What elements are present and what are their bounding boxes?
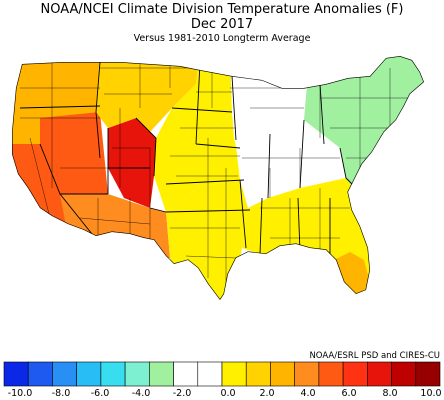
legend-swatch [391,361,417,387]
legend-swatch [173,361,199,387]
source-credit: NOAA/ESRL PSD and CIRES-CU [309,351,440,361]
legend-tick-label: 2.0 [259,388,275,399]
legend-tick-label: 10.0 [420,388,442,399]
legend-swatch [52,361,77,387]
map-title: NOAA/NCEI Climate Division Temperature A… [40,2,404,17]
region-central-plains [154,108,240,212]
legend-swatch [149,361,174,387]
region-southeast [242,178,424,300]
region-great-basin [40,112,108,208]
legend-swatch [124,361,150,387]
legend-swatch [100,361,126,387]
legend-tick-label: -2.0 [172,388,192,399]
legend-swatch [221,361,247,387]
us-anomaly-map [12,56,424,300]
legend-swatch [270,361,295,387]
legend-swatch [197,361,223,387]
legend-swatch [367,361,392,387]
legend-tick-label: -4.0 [131,388,151,399]
division-boundaries [20,56,420,298]
region-ohio-valley [234,120,346,198]
legend-tick-label: -6.0 [90,388,110,399]
legend-swatch [27,361,53,387]
legend-swatch [318,361,344,387]
region-northern-rockies [96,56,200,132]
legend-swatch [245,361,271,387]
map-subtitle: Versus 1981-2010 Longterm Average [133,33,311,44]
legend-swatch [3,361,29,387]
legend-tick-label: 0.0 [220,388,236,399]
legend-tick-label: 4.0 [300,388,316,399]
legend-tick-label: 6.0 [341,388,357,399]
legend-tick-label: 8.0 [382,388,398,399]
legend-swatch [76,361,102,387]
state-boundaries [19,61,367,262]
legend-swatch [415,361,441,387]
map-month: Dec 2017 [190,17,254,32]
legend-swatch [342,361,368,387]
color-legend [3,361,441,387]
legend-swatch [294,361,320,387]
legend-tick-label: -10.0 [7,388,33,399]
legend-tick-label: -8.0 [51,388,71,399]
